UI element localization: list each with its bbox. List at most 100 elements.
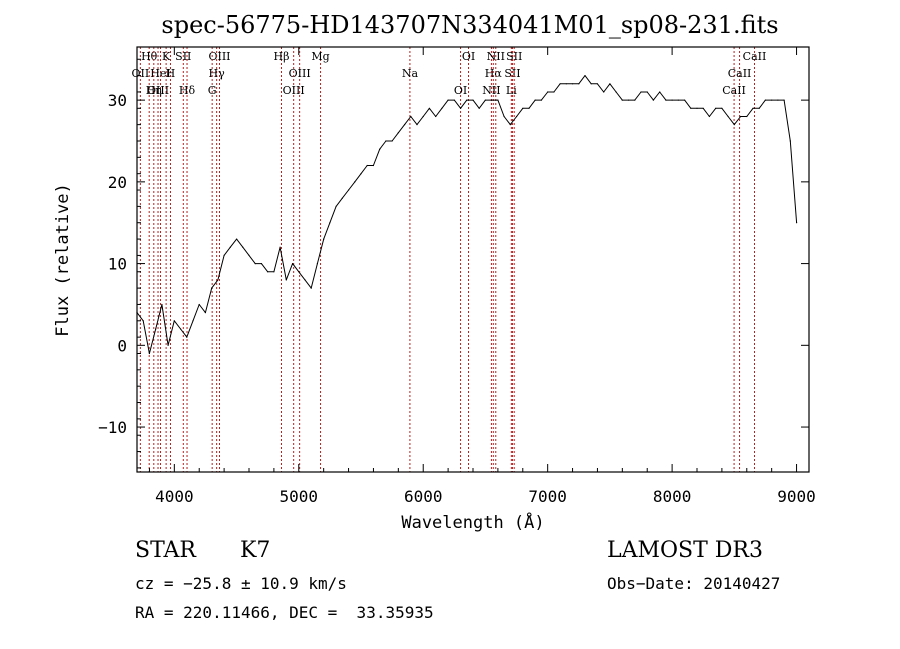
x-tick-label: 6000	[404, 487, 443, 506]
spectrum-point	[491, 99, 493, 101]
y-axis-label: Flux (relative)	[53, 183, 73, 337]
spectrum-point	[422, 115, 424, 118]
spectrum-point	[565, 83, 567, 85]
spectrum-point	[758, 107, 760, 109]
spectral-line-label: OIII	[147, 84, 169, 97]
object-class-label: STAR	[135, 538, 196, 563]
spectrum-point	[453, 99, 455, 101]
spectrum-point	[285, 279, 287, 281]
spectrum-point	[372, 164, 374, 167]
obs-date: Obs−Date: 20140427	[607, 574, 781, 593]
spectral-line-markers: HθOIIOIIIKHeIHηSIIHHδOIIIHγGHβOIIIOIIIMg…	[132, 47, 766, 472]
spectrum-point	[341, 197, 343, 199]
spectrum-point	[279, 246, 281, 248]
spectrum-point	[447, 99, 449, 101]
spectrum-point	[366, 164, 368, 167]
spectrum-point	[497, 99, 499, 101]
survey-label: LAMOST DR3	[607, 538, 763, 563]
spectrum-point	[242, 246, 244, 248]
spectrum-point	[167, 344, 169, 346]
spectral-line-label: Hθ	[141, 50, 158, 63]
spectrum-point	[771, 99, 773, 101]
spectrum-point	[796, 222, 798, 224]
spectrum-point	[323, 238, 325, 240]
spectrum-point	[161, 303, 163, 306]
spectrum-point	[198, 303, 200, 306]
spectral-line-label: Hη	[146, 84, 162, 97]
plot-frame	[136, 46, 810, 473]
spectrum-point	[727, 115, 729, 118]
x-tick-label: 9000	[777, 487, 816, 506]
spectrum-point	[316, 263, 318, 265]
y-tick-label: 30	[108, 91, 127, 110]
spectrum-point	[260, 263, 262, 265]
spectrum-point	[484, 99, 486, 101]
spectrum-series	[136, 75, 798, 355]
spectral-line-label: H	[166, 67, 176, 80]
spectrum-point	[186, 336, 188, 338]
spectrum-point	[223, 254, 225, 256]
spectrum-point	[659, 91, 661, 93]
spectrum-point	[385, 140, 387, 142]
spectrum-point	[460, 107, 462, 109]
spectrum-point	[684, 99, 686, 101]
spectrum-point	[708, 115, 711, 118]
spectrum-point	[628, 99, 630, 101]
spectral-line-label: Hβ	[274, 50, 290, 63]
spectrum-point	[665, 99, 667, 101]
spectrum-point	[329, 222, 331, 224]
spectral-line-label: CaII	[728, 67, 752, 80]
x-tick-label: 7000	[528, 487, 567, 506]
spectrum-point	[397, 132, 399, 134]
spectrum-point	[472, 99, 474, 101]
spectrum-point	[509, 124, 511, 126]
spectral-line-label: G	[208, 84, 217, 97]
spectrum-point	[559, 83, 561, 85]
spectral-line-label: OIII	[283, 84, 305, 97]
x-tick-label: 4000	[155, 487, 194, 506]
spectrum-point	[671, 99, 673, 101]
y-tick-label: −10	[98, 418, 127, 437]
spectral-line-label: Li	[506, 84, 517, 97]
spectrum-point	[603, 91, 605, 93]
spectrum-point	[621, 99, 623, 101]
spectrum-point	[640, 91, 642, 93]
spectrum-point	[155, 328, 157, 330]
spectrum-point	[702, 107, 704, 109]
spectrum-point	[740, 115, 742, 118]
spectrum-point	[596, 83, 599, 85]
spectral-line-label: Na	[402, 67, 419, 80]
spectrum-point	[404, 124, 406, 126]
spectrum-point	[783, 99, 785, 101]
chart-title: spec-56775-HD143707N334041M01_sp08-231.f…	[161, 11, 778, 39]
spectral-line-label: NII	[487, 50, 505, 63]
spectral-line-label: SII	[506, 50, 522, 63]
spectrum-point	[192, 320, 194, 322]
spectrum-point	[590, 83, 592, 85]
spectrum-point	[354, 181, 356, 183]
spectrum-point	[466, 99, 468, 101]
spectral-line-label: OIII	[289, 67, 311, 80]
spectrum-point	[173, 320, 175, 322]
spectrum-point	[634, 99, 636, 101]
spectrum-point	[204, 312, 206, 314]
spectrum-point	[236, 238, 238, 240]
spectral-line-label: Hγ	[209, 67, 226, 80]
cz-value: cz = −25.8 ± 10.9 km/s	[135, 574, 347, 593]
coordinates: RA = 220.11466, DEC = 33.35935	[135, 603, 434, 622]
spectrum-point	[572, 83, 574, 85]
spectral-line-label: OII	[132, 67, 150, 80]
spectrum-point	[690, 107, 692, 109]
spectrum-point	[764, 99, 767, 101]
spectral-line-label: CaII	[722, 84, 746, 97]
spectrum-point	[267, 271, 269, 273]
spectrum-point	[547, 91, 549, 93]
spectral-line-label: K	[162, 50, 171, 63]
spectrum-point	[578, 83, 580, 85]
spectrum-point	[441, 107, 443, 109]
spectrum-point	[304, 279, 306, 281]
x-tick-label: 8000	[653, 487, 692, 506]
spectral-line-label: HeI	[150, 67, 170, 80]
spectral-line-label: SII	[175, 50, 191, 63]
